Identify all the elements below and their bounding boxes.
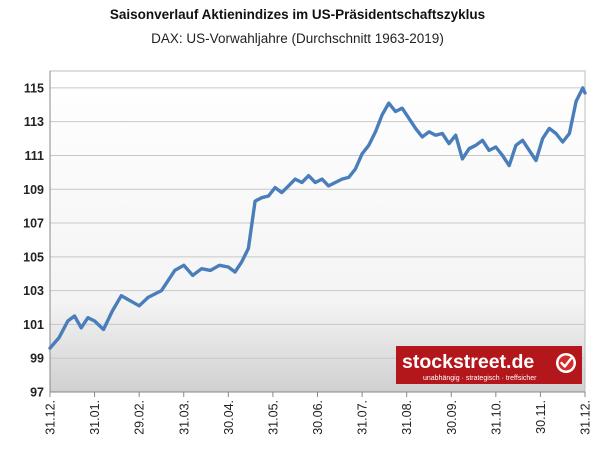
x-tick-label: 31.12.	[44, 400, 58, 435]
chart-title: Saisonverlauf Aktienindizes im US-Präsid…	[109, 7, 486, 22]
x-tick-label: 31.08.	[400, 400, 414, 435]
y-axis-ticks: 97 99 101 103 105 107 109 111 113 115	[23, 81, 44, 399]
checkmark-badge-icon	[556, 353, 576, 373]
y-tick-label: 97	[30, 386, 44, 400]
y-tick-label: 109	[23, 183, 44, 197]
x-tick-label: 30.06.	[311, 400, 325, 435]
y-tick-label: 111	[25, 149, 45, 163]
y-tick-label: 103	[23, 284, 44, 298]
logo-tagline-text: unabhängig · strategisch · treffsicher	[423, 375, 537, 382]
series-line	[48, 86, 587, 350]
y-tick-label: 115	[24, 81, 44, 95]
x-tick-label: 31.12.	[579, 400, 593, 435]
x-tick-label: 31.10.	[489, 400, 503, 435]
y-tick-label: 105	[23, 250, 44, 264]
chart-subtitle: DAX: US-Vorwahljahre (Durchschnitt 1963-…	[151, 31, 444, 46]
y-tick-label: 113	[24, 115, 44, 129]
logo-brand-text: stockstreet.de	[402, 351, 534, 373]
y-tick-label: 107	[23, 217, 44, 231]
x-tick-label: 31.07.	[356, 400, 370, 435]
x-tick-label: 31.05.	[266, 400, 280, 435]
x-tick-label: 29.02.	[133, 400, 147, 435]
x-tick-label: 30.09.	[445, 400, 459, 435]
stockstreet-logo: stockstreet.de unabhängig · strategisch …	[396, 346, 582, 384]
x-tick-label: 31.03.	[177, 400, 191, 435]
x-tick-label: 30.04.	[222, 400, 236, 435]
x-axis-ticks: 31.12. 31.01. 29.02. 31.03. 30.04. 31.05. 30.0…	[44, 392, 593, 435]
x-tick-label: 31.01.	[88, 400, 102, 435]
plot-area	[49, 70, 586, 393]
x-tick-label: 30.11.	[534, 400, 548, 434]
series-line-path	[48, 86, 587, 350]
y-tick-label: 99	[30, 352, 44, 366]
y-tick-label: 101	[23, 318, 44, 332]
